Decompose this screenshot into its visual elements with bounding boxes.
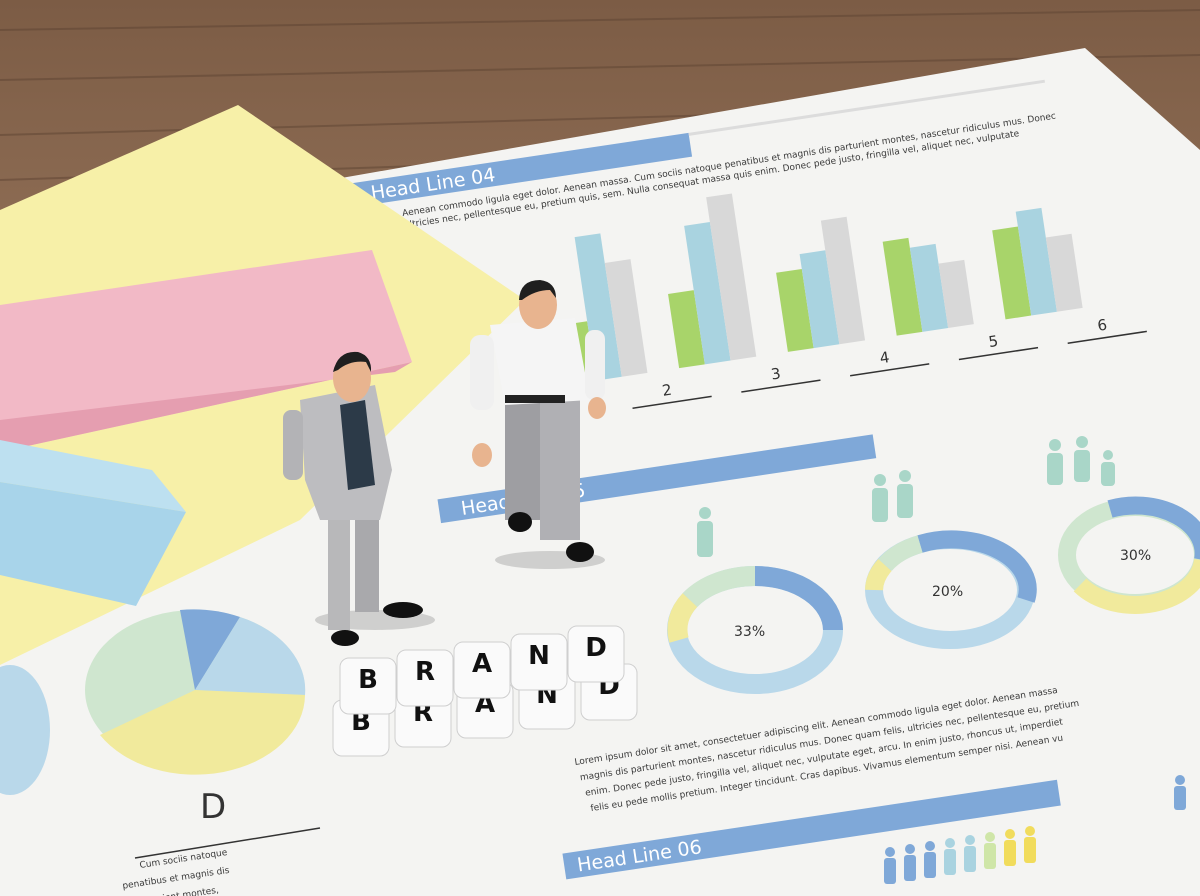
pink-sticky-block bbox=[0, 250, 412, 452]
bar-label-2: 2 bbox=[661, 381, 673, 400]
businessman-figurine-shirt bbox=[470, 280, 606, 569]
pie-text-line: parturient montes, bbox=[134, 886, 219, 896]
pie-label-d: D bbox=[200, 787, 226, 827]
block-letter: N bbox=[528, 641, 550, 671]
donut-20: 20% bbox=[865, 530, 1037, 649]
donut-label-20: 20% bbox=[932, 584, 963, 600]
donut-30: 30% bbox=[1058, 496, 1200, 614]
donut-label-30: 30% bbox=[1120, 548, 1151, 564]
block-letter: B bbox=[358, 665, 378, 695]
bar-label-4: 4 bbox=[879, 348, 891, 367]
bar-label-3: 3 bbox=[770, 364, 782, 383]
people-row-icons bbox=[884, 775, 1186, 884]
brand-blocks-top-row: B R A N D bbox=[339, 625, 625, 715]
bar-group-2 bbox=[668, 193, 757, 369]
bar-chart: 2 3 4 5 6 bbox=[561, 193, 1147, 409]
block-letter: R bbox=[415, 657, 435, 687]
block-letter: A bbox=[472, 649, 492, 679]
letter-block: A bbox=[453, 641, 511, 699]
headline-04-bar bbox=[337, 132, 693, 210]
bar-group-5 bbox=[992, 207, 1083, 320]
letter-block: R bbox=[396, 649, 454, 707]
donut-33: 33% bbox=[667, 565, 843, 694]
bar-group-4 bbox=[882, 237, 974, 336]
pie-chart-d: D Cum sociis natoque penatibus et magnis… bbox=[0, 609, 321, 896]
letter-block: N bbox=[510, 633, 568, 691]
businessman-figurine-suit bbox=[283, 351, 435, 646]
bar-label-5: 5 bbox=[987, 332, 999, 351]
headline-rule bbox=[688, 79, 1046, 136]
letter-block: D bbox=[567, 625, 625, 683]
blue-sticky-block bbox=[0, 440, 186, 606]
headline-06-bar bbox=[562, 779, 1061, 880]
people-icons bbox=[697, 436, 1115, 557]
letter-block: B bbox=[339, 657, 397, 715]
bar-group-3 bbox=[776, 216, 866, 352]
bar-label-6: 6 bbox=[1096, 316, 1108, 335]
donut-label-33: 33% bbox=[734, 624, 765, 640]
block-letter: D bbox=[585, 633, 607, 663]
